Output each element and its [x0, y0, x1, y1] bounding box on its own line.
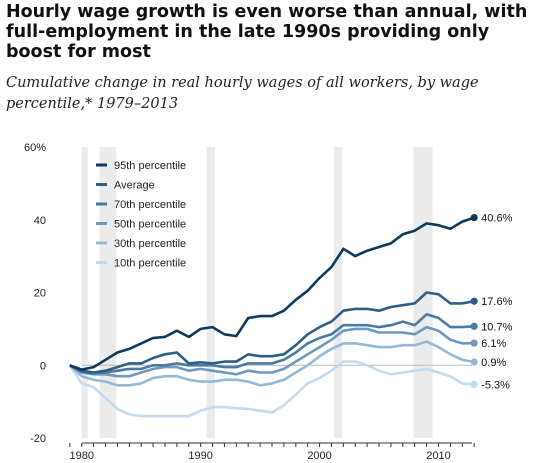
- x-tick-label: 1980: [69, 450, 93, 462]
- series-line-4: [68, 340, 475, 387]
- recession-band-0: [81, 147, 88, 438]
- y-tick-label: 0: [40, 360, 46, 372]
- legend-label-3: 50th percentile: [114, 219, 186, 231]
- series-line-0: [69, 216, 475, 371]
- series-end-point-3: [470, 339, 478, 347]
- y-tick-label: 20: [34, 288, 46, 300]
- chart-title: Hourly wage growth is even worse than an…: [6, 2, 528, 62]
- series-end-point-1: [470, 297, 478, 305]
- recession-band-2: [206, 147, 215, 438]
- x-tick-label: 1990: [188, 450, 212, 462]
- legend-label-2: 70th percentile: [114, 199, 186, 211]
- series-end-label-4: 0.9%: [481, 357, 506, 369]
- series-line-1: [69, 291, 475, 374]
- x-tick-label: 2000: [307, 450, 331, 462]
- y-tick-label: -20: [30, 433, 46, 445]
- legend-label-0: 95th percentile: [114, 160, 186, 172]
- legend-label-1: Average: [114, 180, 155, 192]
- recession-band-3: [333, 147, 343, 438]
- series-end-point-2: [470, 322, 478, 330]
- series-line-2: [69, 312, 475, 375]
- chart-subtitle: Cumulative change in real hourly wages o…: [6, 75, 479, 112]
- series-line-5: [68, 360, 475, 418]
- series-end-label-0: 40.6%: [481, 213, 512, 225]
- x-tick-label: 2010: [426, 450, 450, 462]
- y-tick-label: 60%: [24, 142, 46, 154]
- series-end-label-1: 17.6%: [481, 296, 512, 308]
- series-end-point-5: [470, 380, 478, 389]
- series-end-label-2: 10.7%: [481, 321, 512, 333]
- series-end-label-5: -5.3%: [481, 380, 510, 392]
- series-line-3: [69, 325, 475, 378]
- series-end-point-4: [470, 358, 478, 366]
- legend-label-4: 30th percentile: [114, 238, 186, 250]
- series-end-label-3: 6.1%: [481, 338, 506, 350]
- series-end-point-0: [470, 213, 478, 222]
- y-tick-label: 40: [34, 215, 46, 227]
- legend-label-5: 10th percentile: [114, 258, 186, 270]
